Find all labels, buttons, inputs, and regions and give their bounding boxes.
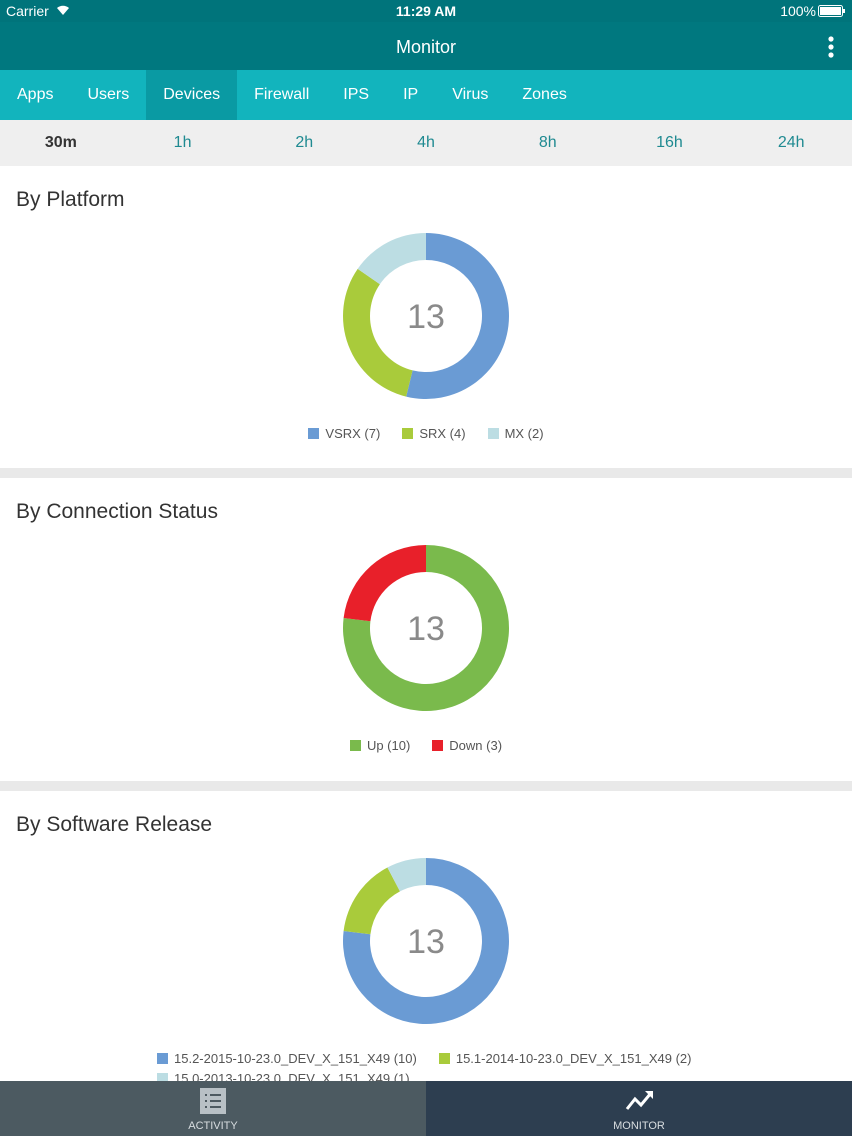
bottom-tab-label: MONITOR (613, 1120, 665, 1132)
battery-level: 100% (780, 3, 816, 19)
legend-swatch (487, 427, 499, 439)
more-menu[interactable] (826, 36, 836, 60)
bottom-tab-bar: ACTIVITY MONITOR (0, 1081, 852, 1136)
donut-slice (343, 545, 426, 622)
legend-item: 15.2-2015-10-23.0_DEV_X_151_X49 (10) (157, 1048, 417, 1068)
donut-total: 13 (407, 298, 445, 336)
chart-section: By Connection Status 13 Up (10) Down (3) (0, 478, 852, 781)
time-range[interactable]: 2h (295, 134, 314, 151)
legend-swatch (157, 1072, 168, 1081)
legend-item: Up (10) (349, 735, 411, 755)
legend-item: SRX (4) (402, 423, 466, 443)
status-bar: Carrier 11:29 AM 100% (0, 0, 852, 22)
donut-slice (343, 867, 400, 935)
icon-part (645, 1091, 653, 1099)
bottom-tab-label: ACTIVITY (188, 1120, 238, 1132)
donut-slice (387, 858, 426, 892)
tab[interactable]: IP (403, 86, 419, 103)
time-range[interactable]: 4h (417, 134, 435, 151)
tab-icon (200, 1088, 226, 1114)
tab[interactable]: Devices (146, 70, 238, 120)
legend-item: Down (3) (432, 735, 502, 755)
donut-slice (406, 233, 509, 399)
donut-chart: 13 (343, 545, 509, 711)
chart-title: By Software Release (16, 813, 213, 836)
time-range[interactable]: 1h (173, 134, 192, 151)
chart-title: By Connection Status (16, 500, 218, 523)
legend-label: 15.1-2014-10-23.0_DEV_X_151_X49 (2) (455, 1050, 692, 1066)
donut-slice (343, 545, 509, 711)
legend-item: 15.0-2013-10-23.0_DEV_X_151_X49 (1) (157, 1068, 410, 1081)
tab[interactable]: Users (87, 86, 130, 103)
time-range[interactable]: 16h (656, 134, 683, 151)
donut-total: 13 (407, 923, 445, 961)
time-range[interactable]: 24h (777, 134, 805, 151)
legend-label: Up (10) (366, 737, 411, 753)
icon-part (205, 1094, 221, 1108)
donut-chart: 13 (343, 233, 509, 399)
chart-section: By Platform 13 VSRX (7) SRX (4) MX (2) (0, 166, 852, 468)
time-range-bar: 30m 1h 2h 4h 8h 16h 24h (0, 120, 852, 166)
time-range[interactable]: 30m (44, 134, 77, 151)
chart-section: By Software Release 13 15.2-2015-10-23.0_D… (0, 791, 852, 1081)
legend-label: MX (2) (504, 425, 544, 441)
legend-label: SRX (4) (419, 425, 466, 441)
tab[interactable]: Firewall (254, 86, 310, 103)
wifi-icon (57, 5, 69, 15)
carrier: Carrier (6, 3, 49, 19)
tab-bar: Apps Users Devices Firewall IPS IP Virus Zones (0, 70, 852, 120)
donut-total: 13 (407, 610, 445, 648)
nav-bar: Monitor (0, 22, 852, 70)
legend-label: VSRX (7) (325, 425, 381, 441)
bottom-tab[interactable]: ACTIVITY (0, 1081, 426, 1136)
legend-label: Down (3) (449, 737, 503, 753)
donut-slice (343, 268, 413, 397)
legend-label: 15.2-2015-10-23.0_DEV_X_151_X49 (10) (174, 1050, 417, 1066)
donut-chart: 13 (343, 858, 509, 1024)
donut-slice (343, 858, 509, 1024)
tab[interactable]: IPS (343, 86, 370, 103)
legend-swatch (157, 1052, 168, 1064)
time-range[interactable]: 8h (538, 134, 557, 151)
legend-item: 15.1-2014-10-23.0_DEV_X_151_X49 (2) (438, 1048, 692, 1068)
tab[interactable]: Zones (522, 86, 567, 103)
tab-icon (625, 1091, 653, 1110)
nav-title: Monitor (395, 37, 457, 57)
legend-swatch (349, 739, 361, 751)
legend-item: MX (2) (487, 423, 544, 443)
tab[interactable]: Virus (452, 86, 489, 103)
battery-icon (818, 5, 845, 17)
legend: VSRX (7) SRX (4) MX (2) (297, 423, 554, 443)
chart-title: By Platform (16, 188, 125, 211)
icon-part (625, 1092, 653, 1110)
legend-label: 15.0-2013-10-23.0_DEV_X_151_X49 (1) (174, 1070, 410, 1082)
legend: 15.2-2015-10-23.0_DEV_X_151_X49 (10) 15.1… (146, 1048, 706, 1081)
bottom-tab[interactable]: MONITOR (426, 1081, 852, 1136)
legend-swatch (402, 427, 414, 439)
clock: 11:29 AM (395, 3, 457, 19)
legend-swatch (308, 427, 320, 439)
tab[interactable]: Apps (17, 86, 54, 103)
legend-item: VSRX (7) (308, 423, 380, 443)
legend: Up (10) Down (3) (339, 735, 513, 755)
legend-swatch (438, 1052, 450, 1064)
donut-slice (357, 233, 426, 285)
legend-swatch (432, 739, 444, 751)
